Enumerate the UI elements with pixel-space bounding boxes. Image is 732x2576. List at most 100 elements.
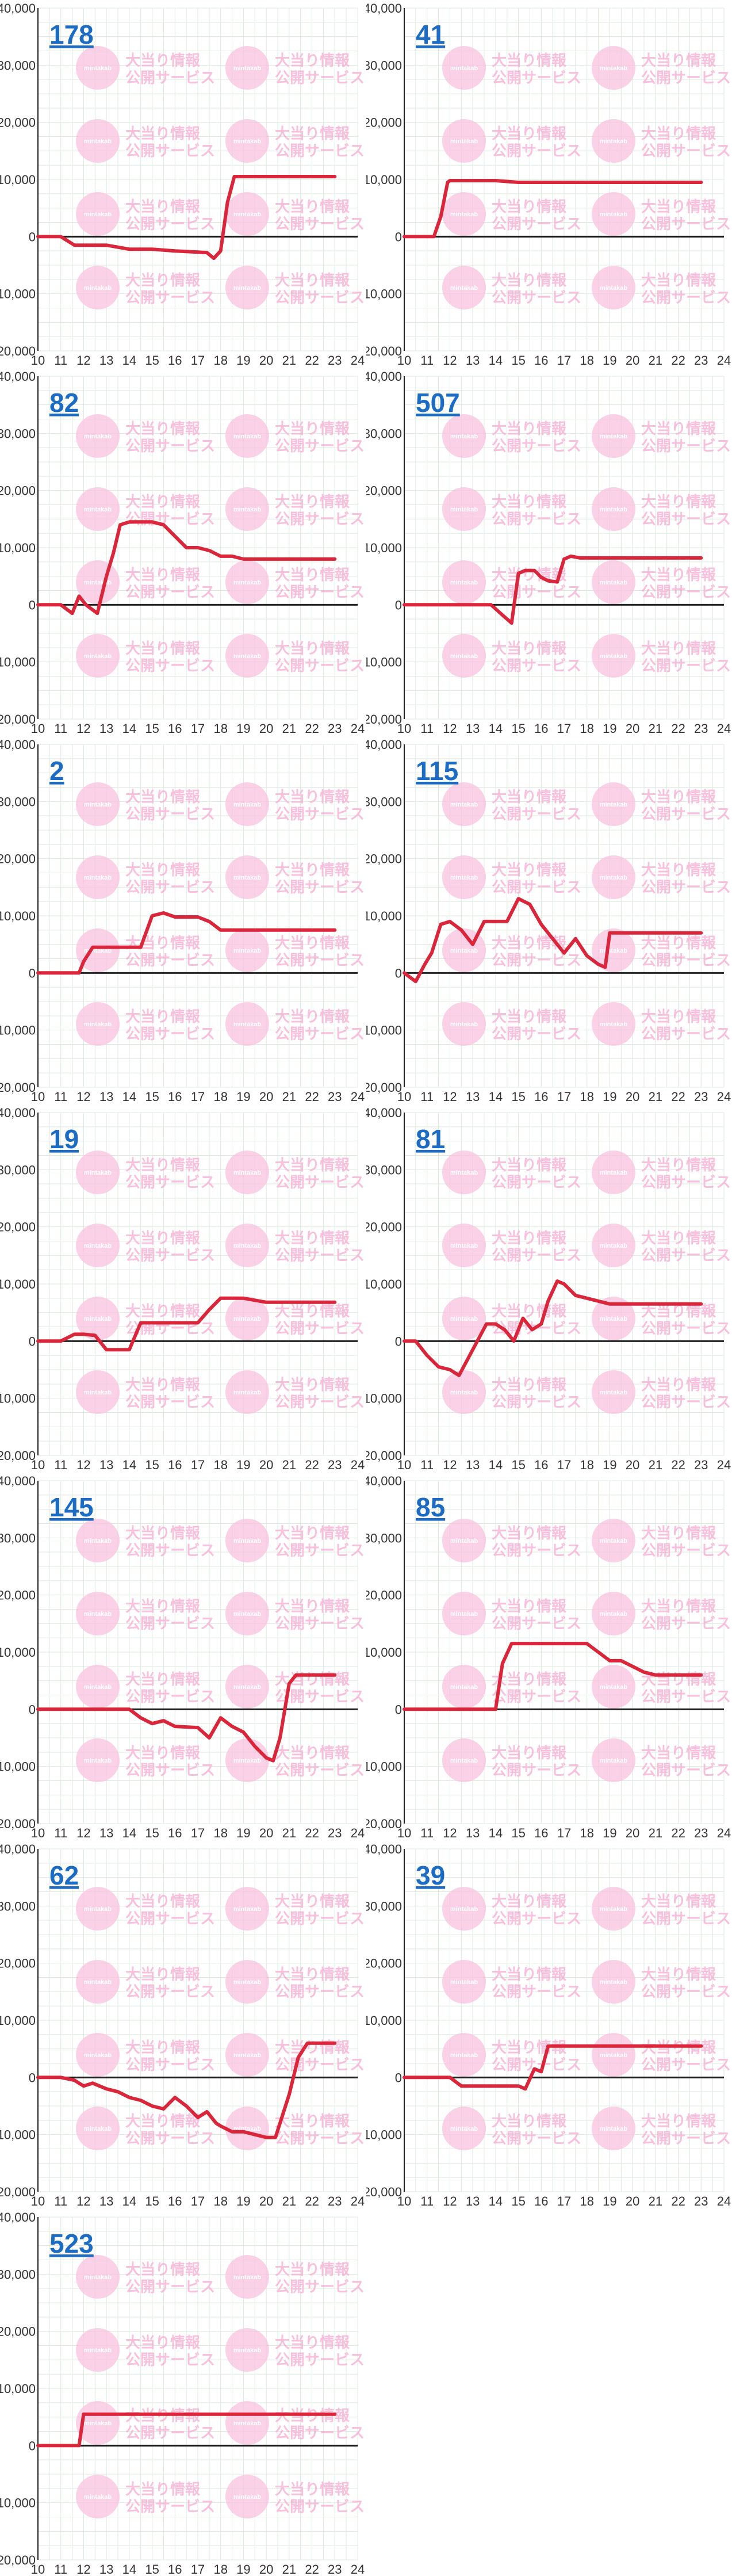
watermark-line1: 大当り情報 (492, 1229, 567, 1247)
y-tick-label: 40,000 (0, 1, 36, 16)
x-tick-label: 11 (420, 721, 434, 735)
x-tick-label: 20 (626, 1458, 639, 1472)
x-tick-label: 17 (191, 1458, 205, 1472)
x-tick-label: 14 (122, 2194, 136, 2208)
machine-number-link[interactable]: 81 (416, 1124, 445, 1154)
watermark-badge-text: mintakab (84, 2494, 112, 2501)
machine-number-link[interactable]: 178 (49, 20, 94, 49)
watermark-badge-icon (225, 2255, 269, 2299)
watermark-badge-icon (76, 2255, 120, 2299)
x-tick-label: 13 (99, 1090, 113, 1103)
watermark-line1: 大当り情報 (275, 1008, 350, 1025)
watermark-line1: 大当り情報 (275, 125, 350, 142)
machine-number-link[interactable]: 523 (49, 2229, 94, 2258)
x-tick-label: 10 (397, 721, 411, 735)
y-tick-label: 40,000 (366, 1, 402, 16)
watermark-line1: 大当り情報 (641, 1597, 716, 1615)
watermark-badge-text: mintakab (233, 433, 262, 440)
y-tick-label: -10,000 (0, 287, 36, 301)
watermark-badge-icon (592, 2107, 635, 2150)
y-tick-label: -10,000 (366, 1392, 402, 1406)
series-line (403, 1642, 703, 1711)
x-tick-label: 22 (305, 1090, 319, 1103)
watermark-badge-text: mintakab (233, 2494, 262, 2501)
x-tick-label: 22 (305, 353, 319, 367)
y-tick-label: 30,000 (0, 1899, 36, 1913)
watermark-line2: 公開サービス (275, 1320, 365, 1337)
watermark-badge-text: mintakab (600, 1169, 628, 1176)
x-tick-label: 21 (282, 2194, 296, 2208)
watermark-line2: 公開サービス (275, 1983, 365, 2000)
x-tick-label: 13 (466, 1090, 480, 1103)
machine-number-link[interactable]: 41 (416, 20, 445, 49)
watermark-badge-icon (76, 634, 120, 678)
watermark-line2: 公開サービス (275, 583, 365, 601)
watermark-line2: 公開サービス (641, 2056, 731, 2073)
x-tick-label: 17 (557, 1090, 571, 1103)
watermark-badge-text: mintakab (600, 138, 628, 145)
x-tick-label: 19 (603, 1826, 616, 1840)
x-tick-label: 19 (603, 2194, 616, 2208)
y-tick-label: -20,000 (0, 712, 36, 727)
x-tick-label: 13 (466, 353, 480, 367)
machine-number-link[interactable]: 82 (49, 388, 79, 418)
machine-number-link[interactable]: 507 (416, 388, 460, 418)
y-tick-label: 30,000 (366, 1899, 402, 1913)
y-tick-label: 0 (395, 230, 402, 244)
watermark-line1: 大当り情報 (641, 1893, 716, 1910)
x-tick-label: 15 (511, 1458, 525, 1472)
x-tick-label: 17 (191, 2562, 205, 2576)
watermark-line1: 大当り情報 (275, 52, 350, 69)
machine-number-link[interactable]: 115 (416, 756, 458, 786)
watermark-badge-text: mintakab (233, 2052, 262, 2059)
watermark-badge-text: mintakab (233, 138, 262, 145)
watermark-badge-text: mintakab (450, 579, 478, 586)
watermark-badge-icon (442, 1370, 486, 1414)
watermark-badge-icon (592, 1370, 635, 1414)
watermark-badge-icon (225, 1665, 269, 1709)
watermark-line2: 公開サービス (125, 1615, 215, 1632)
machine-number-link[interactable]: 62 (49, 1860, 79, 1890)
x-tick-label: 13 (99, 353, 113, 367)
chart-panel: mintakab 大当り情報 公開サービス mintakab 大当り情報 公開サービス mi… (0, 1841, 366, 2208)
watermark-badge-text: mintakab (450, 653, 478, 660)
x-tick-label: 23 (328, 1826, 342, 1840)
watermark-badge-text: mintakab (233, 2347, 262, 2354)
watermark-line2: 公開サービス (492, 1393, 581, 1411)
watermark-badge-text: mintakab (600, 579, 628, 586)
y-tick-label: 10,000 (0, 2382, 36, 2396)
chart-panel: mintakab 大当り情報 公開サービス mintakab 大当り情報 公開サービス mi… (0, 2209, 366, 2576)
watermark-badge-icon (225, 266, 269, 309)
y-tick-label: 40,000 (366, 1842, 402, 1856)
watermark-line1: 大当り情報 (275, 2334, 350, 2351)
watermark-badge-text: mintakab (84, 2347, 112, 2354)
watermark-line2: 公開サービス (641, 289, 731, 306)
watermark-line1: 大当り情報 (275, 1744, 350, 1761)
watermark-line1: 大当り情報 (275, 1966, 350, 1983)
y-tick-label: 20,000 (366, 1220, 402, 1235)
machine-number-link[interactable]: 145 (49, 1492, 94, 1522)
watermark-line2: 公開サービス (275, 1247, 365, 1264)
y-tick-label: -10,000 (0, 2496, 36, 2510)
watermark-line1: 大当り情報 (641, 934, 716, 951)
chart-panel: mintakab 大当り情報 公開サービス mintakab 大当り情報 公開サービス mi… (366, 368, 732, 735)
y-tick-label: 20,000 (0, 116, 36, 130)
y-tick-label: -10,000 (0, 2128, 36, 2142)
machine-number-link[interactable]: 39 (416, 1860, 445, 1890)
watermark-badge-text: mintakab (84, 1906, 112, 1913)
x-tick-label: 15 (511, 2194, 525, 2208)
machine-number-link[interactable]: 2 (49, 756, 64, 786)
machine-number-link[interactable]: 19 (49, 1124, 79, 1154)
watermark-line2: 公開サービス (125, 69, 215, 86)
machine-number-link[interactable]: 85 (416, 1492, 445, 1522)
